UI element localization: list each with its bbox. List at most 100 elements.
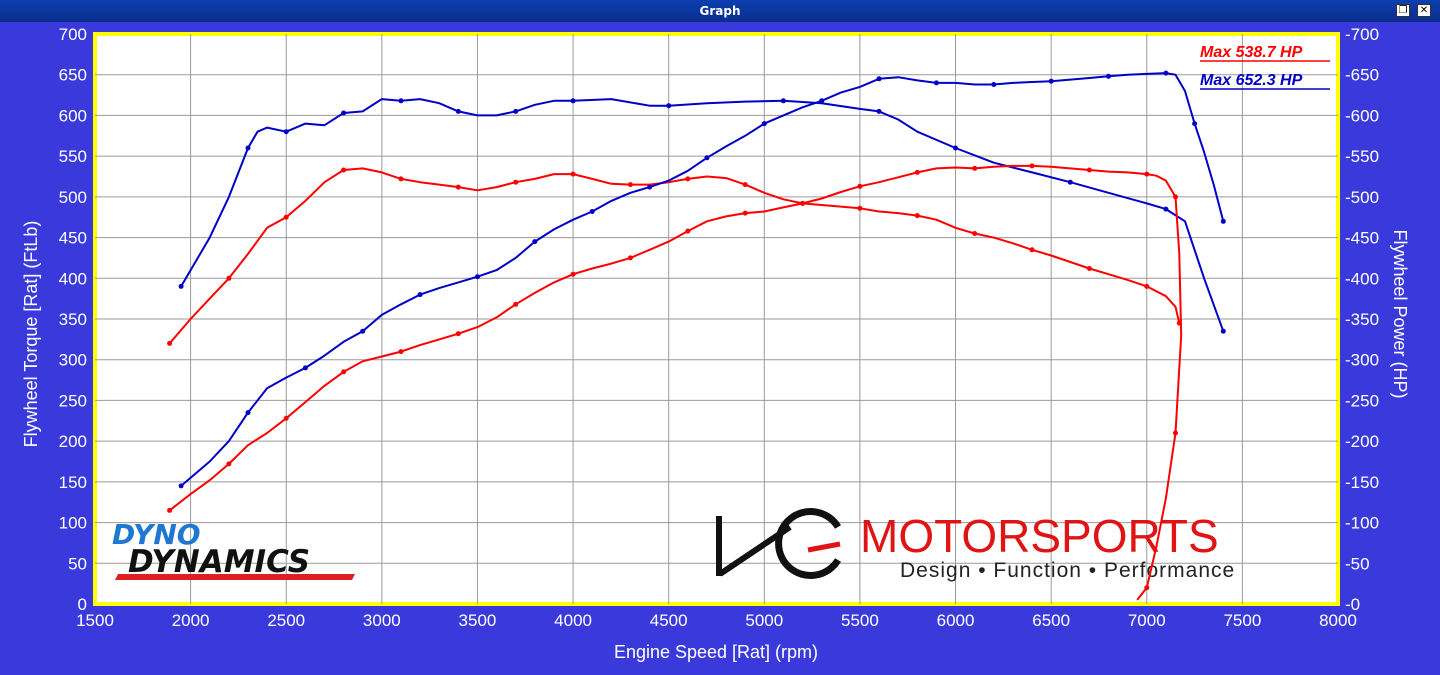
legend-entry-blue: Max 652.3 HP [1200,72,1303,89]
data-point [914,169,920,175]
x-tick-label: 5000 [745,611,783,630]
y-left-tick-label: 0 [78,595,87,614]
data-point [1086,266,1092,271]
data-point [953,145,958,151]
data-point [914,213,920,219]
data-point [475,274,480,280]
y-right-tick-label: -400 [1345,269,1379,288]
legend-entry-red: Max 538.7 HP [1200,44,1303,61]
x-tick-label: 6500 [1032,611,1070,630]
data-point [513,179,519,185]
data-point [283,129,289,135]
data-point [532,239,538,245]
data-point [1106,73,1111,79]
y-left-tick-label: 100 [59,514,87,533]
y-left-tick-label: 150 [59,473,87,492]
y-left-tick-label: 650 [59,66,87,85]
data-point [857,205,863,211]
data-point [761,121,767,127]
y-right-tick-label: -250 [1345,391,1379,410]
y-left-tick-label: 600 [59,106,87,125]
data-point [302,365,308,371]
data-point [972,165,978,171]
window-titlebar[interactable]: Graph ❐ ✕ [0,0,1440,23]
x-tick-label: 6000 [937,611,975,630]
data-point [991,82,997,87]
y-left-tick-label: 350 [59,310,87,329]
data-point [226,275,232,281]
y-axis-left-label: Flywheel Torque [Rat] (FtLb) [21,221,41,448]
x-tick-label: 4500 [650,611,688,630]
x-axis-label: Engine Speed [Rat] (rpm) [614,642,818,662]
data-point [417,292,423,298]
data-point [742,210,748,216]
data-point [245,410,251,416]
x-tick-label: 7500 [1223,611,1261,630]
y-left-tick-label: 550 [59,147,87,166]
data-point [1163,206,1169,212]
data-point [972,231,978,236]
y-right-tick-label: -200 [1345,432,1379,451]
data-point [455,184,461,190]
x-tick-label: 8000 [1319,611,1357,630]
x-tick-label: 3000 [363,611,401,630]
data-point [513,301,519,307]
data-point [178,483,184,489]
data-point [666,103,672,109]
restore-button[interactable]: ❐ [1396,4,1410,17]
data-point [1173,194,1178,200]
data-point [627,182,633,188]
data-point [742,182,748,188]
data-point [1192,121,1198,127]
x-tick-label: 7000 [1128,611,1166,630]
data-point [398,349,404,355]
data-point [178,283,184,289]
data-point [704,155,710,161]
data-point [1029,247,1035,253]
data-point [589,209,595,214]
data-point [933,80,939,86]
data-point [1173,430,1178,436]
hg-logo-name: MOTORSPORTS [860,510,1219,562]
x-tick-label: 2500 [267,611,305,630]
data-point [283,214,289,220]
dyno-logo-swoosh [115,574,355,580]
data-point [513,108,519,114]
data-point [685,176,691,182]
series-line-power-2 [180,72,1225,487]
data-point [341,167,347,173]
dyno-logo-bottom-text: DYNAMICS [128,544,310,580]
data-point [167,507,173,513]
data-point [876,76,882,82]
x-tick-label: 1500 [76,611,114,630]
data-point [780,98,786,104]
y-right-tick-label: -500 [1345,188,1379,207]
x-tick-label: 5500 [841,611,879,630]
data-point [800,200,806,206]
dyno-logo-top-text: DYNO [112,518,201,551]
data-point [1220,328,1226,334]
data-point [1086,167,1092,173]
y-left-tick-label: 300 [59,351,87,370]
y-axis-right-label: Flywheel Power (HP) [1390,229,1410,398]
dyno-dynamics-logo: DYNO DYNAMICS [112,518,355,580]
data-point [1067,179,1073,185]
y-left-tick-label: 700 [59,25,87,44]
y-right-tick-label: -0 [1345,595,1360,614]
y-left-tick-label: 450 [59,229,87,248]
y-right-tick-label: -150 [1345,473,1379,492]
x-tick-label: 2000 [172,611,210,630]
data-point [1220,218,1226,224]
data-point [1048,78,1054,84]
dyno-chart: DYNO DYNAMICS MOTORSPORTS Design • Funct… [0,22,1440,675]
data-point [341,110,347,116]
data-point [1144,171,1150,177]
y-left-tick-label: 50 [68,554,87,573]
y-right-tick-label: -300 [1345,351,1379,370]
x-tick-label: 4000 [554,611,592,630]
data-point [283,415,289,421]
data-point [1163,70,1169,76]
close-button[interactable]: ✕ [1417,4,1431,17]
y-left-tick-label: 500 [59,188,87,207]
